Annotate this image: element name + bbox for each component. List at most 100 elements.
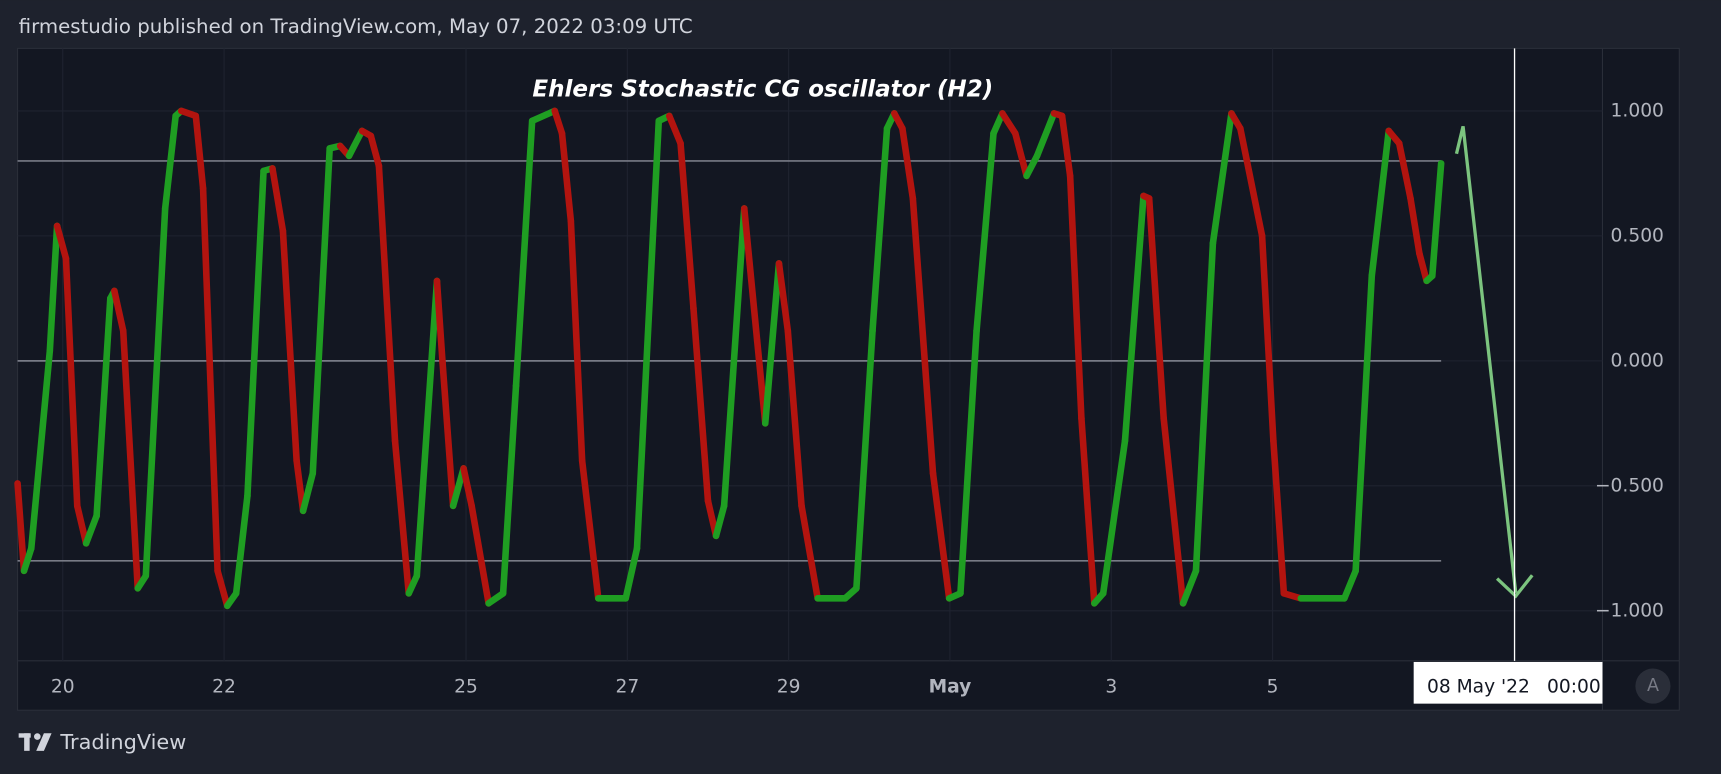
chart-title: Ehlers Stochastic CG oscillator (H2) bbox=[532, 77, 993, 103]
oscillator-segment bbox=[1121, 192, 1147, 445]
oscillator-segment bbox=[1145, 195, 1167, 422]
y-tick-label: −0.500 bbox=[1595, 475, 1664, 496]
crosshair-label-box bbox=[1413, 661, 1603, 704]
oscillator-segment bbox=[345, 127, 366, 160]
oscillator-segment bbox=[1099, 437, 1129, 597]
oscillator-segment bbox=[909, 195, 937, 477]
crosshair-time: 00:00 bbox=[1547, 677, 1601, 698]
oscillator-segment bbox=[1023, 152, 1041, 180]
oscillator-segment bbox=[375, 162, 399, 445]
arrow-head bbox=[1495, 574, 1534, 599]
oscillator-segment bbox=[244, 167, 267, 500]
oscillator-segment bbox=[775, 260, 792, 335]
oscillator-segment bbox=[142, 205, 169, 580]
oscillator-segment bbox=[899, 125, 917, 202]
grid bbox=[17, 48, 1603, 661]
oscillator-segment bbox=[299, 470, 317, 515]
oscillator-segment bbox=[578, 457, 602, 602]
oscillator-segment bbox=[119, 327, 142, 592]
oscillator-segment bbox=[720, 205, 748, 510]
x-tick-label: May bbox=[929, 677, 972, 698]
oscillator-segment bbox=[367, 132, 383, 170]
x-tick-label: 22 bbox=[212, 677, 236, 698]
oscillator-segment bbox=[460, 465, 475, 510]
oscillator-segment bbox=[690, 305, 712, 505]
oscillator-segment bbox=[1058, 112, 1074, 180]
logo-part bbox=[34, 733, 41, 740]
oscillator-segment bbox=[1011, 130, 1030, 180]
oscillator-segment bbox=[712, 502, 728, 540]
oscillator-segment bbox=[1033, 110, 1058, 160]
arrow-drawing bbox=[1454, 125, 1534, 599]
oscillator-segment bbox=[1160, 415, 1187, 607]
oscillator-segment bbox=[214, 567, 231, 610]
oscillator-segment bbox=[740, 205, 761, 345]
x-tick-label: 29 bbox=[777, 677, 801, 698]
oscillator-segment bbox=[14, 480, 28, 575]
logo-part bbox=[36, 733, 52, 751]
oscillator-segment bbox=[633, 117, 663, 552]
oscillator-segment bbox=[93, 295, 114, 520]
oscillator-segment bbox=[1192, 240, 1217, 575]
x-tick-label: 25 bbox=[454, 677, 478, 698]
oscillator-segment bbox=[62, 255, 81, 510]
oscillator-segment bbox=[999, 110, 1019, 137]
oscillator-segment bbox=[1341, 567, 1359, 602]
oscillator-segment bbox=[1237, 125, 1266, 240]
oscillator-segment bbox=[439, 360, 457, 510]
oscillator-segment bbox=[551, 107, 566, 137]
oscillator-segment bbox=[1209, 110, 1235, 247]
oscillator-segment bbox=[957, 327, 980, 597]
oscillator-segment bbox=[199, 185, 221, 575]
oscillator-segment bbox=[27, 347, 54, 552]
oscillator-segment bbox=[665, 112, 684, 147]
oscillator-segment bbox=[1352, 272, 1376, 575]
oscillator-segment bbox=[73, 502, 90, 547]
oscillator-segment bbox=[161, 112, 179, 212]
x-tick-label: 20 bbox=[51, 677, 75, 698]
oscillator-segment bbox=[1078, 415, 1098, 607]
brand-logo bbox=[18, 733, 52, 751]
oscillator-segment bbox=[784, 327, 805, 510]
logo-part bbox=[24, 733, 30, 751]
y-tick-label: 0.000 bbox=[1611, 350, 1664, 371]
crosshair-date: 08 May '22 bbox=[1427, 677, 1530, 698]
oscillator-segment bbox=[1066, 172, 1085, 422]
oscillator-segment bbox=[677, 140, 697, 312]
y-tick-label: 1.000 bbox=[1611, 100, 1664, 121]
header: firmestudio published on TradingView.com… bbox=[19, 15, 693, 38]
oscillator-segment bbox=[761, 260, 783, 427]
oscillator-segment bbox=[1258, 232, 1277, 445]
oscillator-segment bbox=[1179, 567, 1200, 607]
oscillator-segment bbox=[567, 217, 586, 465]
oscillator-segment bbox=[433, 277, 446, 367]
axes: 1.000 0.500 0.000 −0.500 −1.000 20 22 25 27 29 May… bbox=[51, 48, 1664, 704]
y-tick-label: 0.500 bbox=[1611, 225, 1664, 246]
arrow-line bbox=[1454, 125, 1518, 593]
oscillator-segment bbox=[528, 107, 559, 125]
oscillator-segment bbox=[1270, 437, 1288, 597]
x-tick-label: 3 bbox=[1105, 677, 1117, 698]
oscillator-segment bbox=[82, 512, 100, 547]
oscillator-segment bbox=[269, 165, 287, 235]
oscillator-segment bbox=[468, 502, 492, 607]
oscillator-segment bbox=[232, 492, 251, 597]
auto-scale-button[interactable] bbox=[1635, 668, 1671, 704]
oscillator-segment bbox=[798, 502, 821, 602]
oscillator-segment bbox=[279, 227, 300, 465]
oscillator-segment bbox=[558, 130, 575, 225]
oscillator-segment bbox=[622, 545, 641, 602]
oscillator-segment bbox=[111, 287, 127, 335]
oscillator-segment bbox=[391, 437, 413, 597]
oscillator-segment bbox=[53, 222, 70, 262]
brand: TradingView bbox=[59, 730, 186, 754]
oscillator-segment bbox=[46, 222, 61, 355]
oscillator-segment bbox=[1407, 195, 1423, 257]
oscillator-segment bbox=[1428, 160, 1445, 280]
oscillator-segment bbox=[973, 130, 997, 335]
oscillator-segment bbox=[929, 470, 953, 602]
oscillator-segment bbox=[1395, 140, 1414, 202]
y-tick-label: −1.000 bbox=[1595, 600, 1664, 621]
x-tick-label: 5 bbox=[1267, 677, 1279, 698]
